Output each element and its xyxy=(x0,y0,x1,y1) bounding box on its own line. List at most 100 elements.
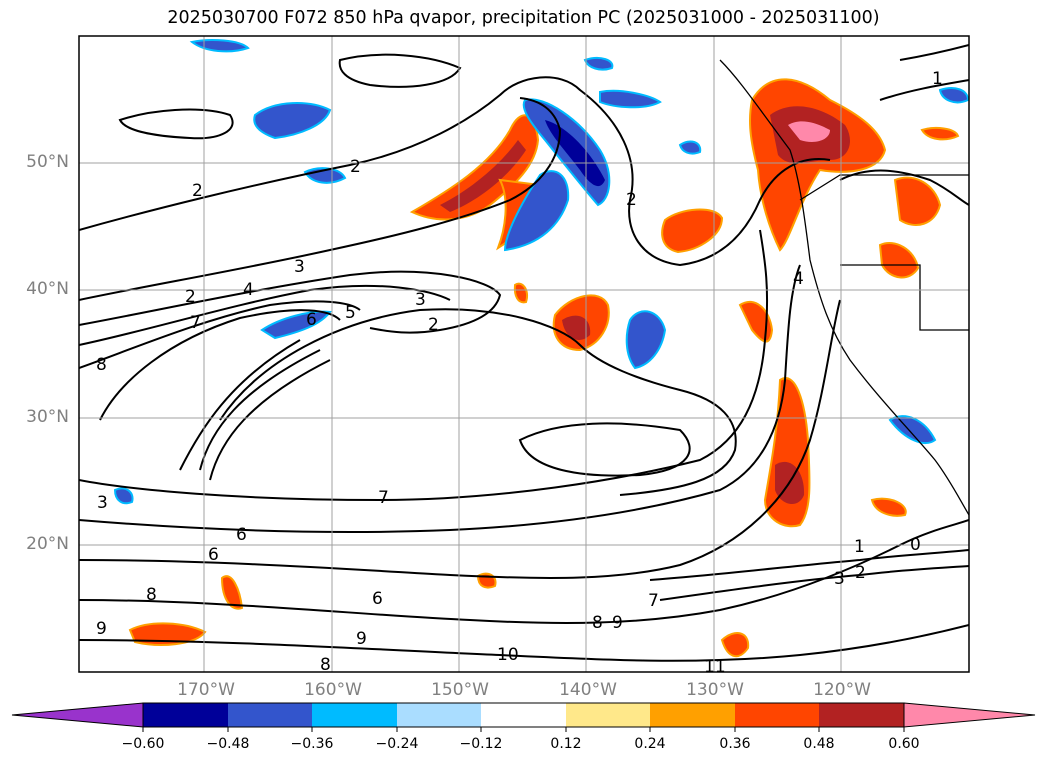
precip-negative-band-2 xyxy=(503,170,570,252)
lat-label-40n: 40°N xyxy=(26,279,69,299)
lon-label-120w: 120°W xyxy=(813,680,871,700)
precip-northwest-coast-peak xyxy=(788,121,830,142)
colorbar-tick-label: −0.12 xyxy=(459,736,503,752)
colorbar-tick-label: 0.12 xyxy=(550,736,582,752)
lat-label-50n: 50°N xyxy=(26,152,69,172)
contour-label: 9 xyxy=(96,619,107,639)
precip-negative-north-2 xyxy=(189,39,250,53)
contour-label: 2 xyxy=(350,157,361,177)
precip-positive-offshore xyxy=(661,208,724,254)
contour-label: 2 xyxy=(626,190,637,210)
colorbar-tick-label: 0.36 xyxy=(719,736,751,752)
contour-label: 4 xyxy=(793,269,804,289)
lat-label-30n: 30°N xyxy=(26,407,69,427)
contour-label: 1 xyxy=(932,69,943,89)
colorbar-tick-label: −0.24 xyxy=(375,736,419,752)
contour-label: 9 xyxy=(612,613,623,633)
contour-label: 7 xyxy=(648,591,659,611)
gridlines xyxy=(79,36,969,672)
colorbar-tick-label: −0.36 xyxy=(290,736,334,752)
map-frame xyxy=(78,35,970,673)
precip-negative-mid-west xyxy=(260,310,332,340)
precip-positive-band-north xyxy=(409,114,540,221)
precip-positive-northwest-coast xyxy=(749,78,887,252)
colorbar-tick-label: −0.48 xyxy=(206,736,250,752)
precip-mid-pacific-core xyxy=(562,315,591,340)
contour-label: 6 xyxy=(372,589,383,609)
lat-label-20n: 20°N xyxy=(26,534,69,554)
precip-positive-west-patch xyxy=(128,622,207,646)
contour-label: 7 xyxy=(190,313,201,333)
colorbar-tick-label: 0.48 xyxy=(803,736,835,752)
lon-label-160w: 160°W xyxy=(304,680,362,700)
contour-label: 2 xyxy=(192,181,203,201)
contour-label: 3 xyxy=(834,569,845,589)
precip-positive-small-4 xyxy=(870,497,907,517)
precip-positive-small-2 xyxy=(513,282,528,304)
precip-positive-west-patch-2 xyxy=(220,575,244,610)
contour-label: 6 xyxy=(208,545,219,565)
lon-label-170w: 170°W xyxy=(177,680,235,700)
colorbar-frame xyxy=(142,702,905,728)
contour-label: 11 xyxy=(704,657,726,677)
colorbar-extend-high xyxy=(903,702,1036,728)
colorbar-tick-label: 0.24 xyxy=(634,736,666,752)
contour-label: 3 xyxy=(415,290,426,310)
colorbar-bin xyxy=(397,703,481,727)
precip-positive-coast-band xyxy=(738,300,774,343)
colorbar-bin xyxy=(650,703,735,727)
precip-negative-gulf xyxy=(599,89,662,109)
colorbar-bin xyxy=(143,703,228,727)
contour-label: 6 xyxy=(236,525,247,545)
precip-negative-aleutian xyxy=(253,102,332,140)
contour-label: 5 xyxy=(345,303,356,323)
colorbar-bin xyxy=(312,703,397,727)
colorbar-tick-label: 0.60 xyxy=(888,736,920,752)
lon-label-150w: 150°W xyxy=(431,680,489,700)
contour-label: 8 xyxy=(592,613,603,633)
precip-positive-tropics xyxy=(720,632,750,658)
contour-label: 8 xyxy=(96,355,107,375)
contour-label: 8 xyxy=(146,585,157,605)
colorbar xyxy=(11,702,1036,732)
colorbar-bin xyxy=(228,703,312,727)
contour-label: 2 xyxy=(855,563,866,583)
map-area: 1 2 2 2 2 2 3 3 4 5 6 7 7 8 8 9 10 11 1 … xyxy=(79,36,969,677)
precip-negative-north-4 xyxy=(938,87,969,104)
colorbar-bin xyxy=(735,703,819,727)
precip-positive-subtropical xyxy=(763,377,811,528)
colorbar-extend-low xyxy=(11,702,144,728)
precip-positive-small-3 xyxy=(920,127,960,141)
contour-label: 4 xyxy=(243,280,254,300)
contour-label: 3 xyxy=(294,257,305,277)
precip-negative-north-3 xyxy=(583,57,614,71)
contour-label: 0 xyxy=(910,535,921,555)
contour-label: 8 xyxy=(320,655,331,675)
lon-label-130w: 130°W xyxy=(686,680,744,700)
precip-negative-coast xyxy=(888,415,937,445)
contour-label: 1 xyxy=(854,537,865,557)
colorbar-bin xyxy=(819,703,904,727)
contour-label: 10 xyxy=(497,645,519,665)
precip-negative-mid-pacific xyxy=(625,310,667,370)
chart-title: 2025030700 F072 850 hPa qvapor, precipit… xyxy=(167,8,880,28)
colorbar-bin xyxy=(481,703,566,727)
colorbar-bin xyxy=(566,703,650,727)
precip-shading xyxy=(113,39,969,658)
coastline xyxy=(719,59,969,516)
precip-positive-interior-2 xyxy=(878,242,920,279)
contour-label: 2 xyxy=(428,315,439,335)
lon-label-140w: 140°W xyxy=(559,680,617,700)
contour-labels: 1 2 2 2 2 2 3 3 4 5 6 7 7 8 8 9 10 11 1 … xyxy=(96,69,943,677)
precip-negative-small-2 xyxy=(678,140,702,155)
precip-negative-small-1 xyxy=(113,487,134,505)
contour-label: 9 xyxy=(356,629,367,649)
contour-label: 3 xyxy=(97,493,108,513)
contour-label: 6 xyxy=(306,310,317,330)
precip-positive-band-north-core xyxy=(440,140,526,212)
qvapor-contours xyxy=(79,44,969,662)
precip-positive-interior xyxy=(893,176,942,226)
contour-label: 2 xyxy=(185,287,196,307)
colorbar-tick-label: −0.60 xyxy=(121,736,165,752)
